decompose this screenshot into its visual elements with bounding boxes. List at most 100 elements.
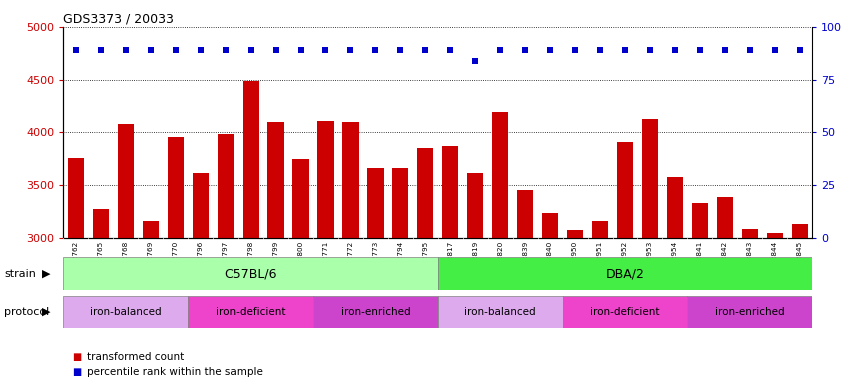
Bar <box>313 296 437 328</box>
Bar <box>437 257 812 290</box>
Text: GSM262797: GSM262797 <box>222 241 228 285</box>
Text: percentile rank within the sample: percentile rank within the sample <box>87 367 263 377</box>
Point <box>244 47 257 53</box>
Text: ■: ■ <box>72 352 81 362</box>
Point <box>194 47 207 53</box>
Point <box>369 47 382 53</box>
Text: GSM262795: GSM262795 <box>422 241 428 285</box>
Text: GSM262839: GSM262839 <box>522 241 528 285</box>
Bar <box>766 233 783 384</box>
Bar <box>792 224 808 384</box>
Bar <box>492 113 508 384</box>
Text: ■: ■ <box>72 367 81 377</box>
Bar <box>63 296 188 328</box>
Bar <box>717 197 733 384</box>
Text: GSM262844: GSM262844 <box>772 241 777 285</box>
Bar <box>188 296 313 328</box>
Bar <box>217 134 233 384</box>
Bar <box>642 119 658 384</box>
Text: GSM262841: GSM262841 <box>697 241 703 285</box>
Text: GSM262794: GSM262794 <box>398 241 404 285</box>
Text: GSM262762: GSM262762 <box>73 241 79 285</box>
Text: iron-balanced: iron-balanced <box>90 307 162 317</box>
Bar <box>267 122 283 384</box>
Point <box>94 47 107 53</box>
Point <box>718 47 732 53</box>
Text: iron-enriched: iron-enriched <box>715 307 784 317</box>
Text: GSM262842: GSM262842 <box>722 241 728 285</box>
Text: GSM262953: GSM262953 <box>647 241 653 285</box>
Point <box>269 47 283 53</box>
Bar <box>692 203 708 384</box>
Text: GSM262950: GSM262950 <box>572 241 578 285</box>
Bar <box>317 121 333 384</box>
Bar <box>567 230 583 384</box>
Point <box>668 47 682 53</box>
Text: GSM262951: GSM262951 <box>597 241 603 285</box>
Point <box>643 47 656 53</box>
Text: GSM262770: GSM262770 <box>173 241 179 285</box>
Point <box>419 47 432 53</box>
Text: GSM262771: GSM262771 <box>322 241 328 285</box>
Text: GSM262845: GSM262845 <box>797 241 803 285</box>
Point <box>793 47 806 53</box>
Text: GSM262769: GSM262769 <box>148 241 154 285</box>
Point <box>119 47 133 53</box>
Bar <box>243 81 259 384</box>
Text: iron-deficient: iron-deficient <box>216 307 285 317</box>
Bar <box>118 124 134 384</box>
Text: GSM262765: GSM262765 <box>98 241 104 285</box>
Bar <box>193 172 209 384</box>
Bar <box>168 137 184 384</box>
Text: GSM262840: GSM262840 <box>547 241 553 285</box>
Bar <box>592 221 608 384</box>
Text: GSM262772: GSM262772 <box>348 241 354 285</box>
Text: strain: strain <box>4 268 36 279</box>
Bar <box>687 296 812 328</box>
Bar <box>367 168 383 384</box>
Text: GSM262768: GSM262768 <box>123 241 129 285</box>
Text: DBA/2: DBA/2 <box>606 267 645 280</box>
Text: GSM262817: GSM262817 <box>448 241 453 285</box>
Bar <box>417 148 433 384</box>
Point <box>219 47 233 53</box>
Text: GSM262952: GSM262952 <box>622 241 628 285</box>
Bar <box>343 122 359 384</box>
Bar <box>143 221 159 384</box>
Bar <box>393 168 409 384</box>
Text: protocol: protocol <box>4 307 49 317</box>
Bar <box>667 177 683 384</box>
Point <box>593 47 607 53</box>
Bar <box>93 209 109 384</box>
Text: GSM262954: GSM262954 <box>672 241 678 285</box>
Text: GSM262773: GSM262773 <box>372 241 378 285</box>
Text: GDS3373 / 20033: GDS3373 / 20033 <box>63 13 174 26</box>
Bar <box>517 189 533 384</box>
Text: C57BL/6: C57BL/6 <box>224 267 277 280</box>
Point <box>493 47 507 53</box>
Text: iron-enriched: iron-enriched <box>341 307 410 317</box>
Bar <box>563 296 687 328</box>
Bar <box>293 159 309 384</box>
Text: GSM262796: GSM262796 <box>198 241 204 285</box>
Text: iron-deficient: iron-deficient <box>591 307 660 317</box>
Text: GSM262843: GSM262843 <box>747 241 753 285</box>
Point <box>294 47 307 53</box>
Point <box>543 47 557 53</box>
Text: iron-balanced: iron-balanced <box>464 307 536 317</box>
Point <box>693 47 706 53</box>
Bar <box>542 213 558 384</box>
Point <box>519 47 532 53</box>
Point <box>343 47 357 53</box>
Text: ▶: ▶ <box>42 307 51 317</box>
Point <box>69 47 83 53</box>
Bar <box>63 257 437 290</box>
Point <box>469 58 482 64</box>
Text: GSM262819: GSM262819 <box>472 241 478 285</box>
Point <box>768 47 782 53</box>
Bar <box>467 172 483 384</box>
Text: transformed count: transformed count <box>87 352 184 362</box>
Text: GSM262798: GSM262798 <box>248 241 254 285</box>
Point <box>319 47 332 53</box>
Text: ▶: ▶ <box>42 268 51 279</box>
